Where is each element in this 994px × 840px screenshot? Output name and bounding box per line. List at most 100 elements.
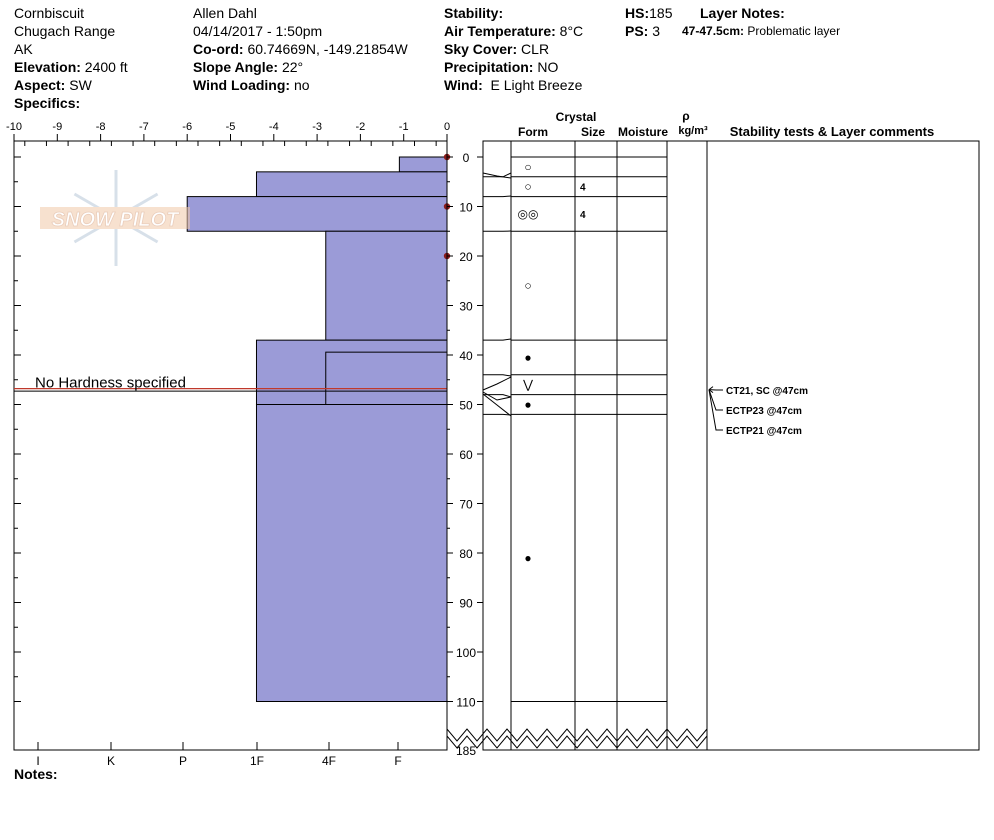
elevation-value: 2400 ft <box>84 59 128 75</box>
location: Cornbiscuit <box>14 5 85 21</box>
crystal-header: Crystal <box>556 110 597 124</box>
hardness-bar-overlay <box>325 351 448 405</box>
aspect-row: Aspect: SW <box>14 76 128 94</box>
layer-connector <box>483 413 512 416</box>
depth-tick-label: 100 <box>456 646 476 660</box>
sky-row: Sky Cover: CLR <box>444 40 583 58</box>
stability-arrow-head <box>708 386 714 394</box>
top-tick-label: -1 <box>399 121 409 133</box>
hs-row: HS:185 <box>625 4 672 22</box>
hardness-bar <box>255 171 448 198</box>
stability-label: Stability: <box>444 5 504 21</box>
density-rho-header: ρ <box>682 109 689 123</box>
air-temp-row: Air Temperature: 8°C <box>444 22 583 40</box>
top-tick-label: -6 <box>182 121 192 133</box>
top-tick-label: 0 <box>444 121 450 133</box>
air-temp-label: Air Temperature: <box>444 23 556 39</box>
specifics-row: Specifics: <box>14 94 128 112</box>
watermark-band <box>40 207 190 229</box>
wind-loading-row: Wind Loading: no <box>193 76 408 94</box>
wind-row: Wind: E Light Breeze <box>444 76 583 94</box>
specifics-label: Specifics: <box>14 95 81 111</box>
top-tick-label: -4 <box>269 121 279 133</box>
top-tick-label: -2 <box>356 121 366 133</box>
header-col-1: Cornbiscuit Chugach Range AK Elevation: … <box>14 4 128 112</box>
top-tick-label: -5 <box>226 121 236 133</box>
depth-tick-label: 60 <box>459 448 473 462</box>
crystal-form-symbol: ○ <box>524 180 531 194</box>
wind-value: E Light Breeze <box>490 77 583 93</box>
crystal-form-symbol: ● <box>524 398 531 412</box>
density-unit-header: kg/m³ <box>678 125 708 137</box>
hardness-bar <box>186 196 448 232</box>
ps-row: PS: 3 <box>625 22 672 40</box>
stability-test-leader <box>708 389 723 411</box>
elevation-row: Elevation: 2400 ft <box>14 58 128 76</box>
hardness-bar <box>398 156 448 173</box>
top-tick-label: -8 <box>96 121 106 133</box>
top-tick-label: -9 <box>52 121 62 133</box>
precip-row: Precipitation: NO <box>444 58 583 76</box>
hardness-bar <box>255 404 448 702</box>
state: AK <box>14 41 33 57</box>
top-tick-label: -3 <box>312 121 322 133</box>
coord-value: 60.74669N, -149.21854W <box>247 41 408 57</box>
ps-value: 3 <box>652 23 661 39</box>
wind-loading-label: Wind Loading: <box>193 77 291 93</box>
layer-note-range: 47-47.5cm: <box>682 24 745 38</box>
hs-value: 185 <box>649 5 673 21</box>
precip-value: NO <box>537 59 559 75</box>
break-zigzag <box>446 727 708 742</box>
header-col-2: Allen Dahl 04/14/2017 - 1:50pm Co-ord: 6… <box>193 4 408 94</box>
coord-row: Co-ord: 60.74669N, -149.21854W <box>193 40 408 58</box>
snow-pilot-watermark: SNOW PILOT <box>40 170 190 266</box>
ps-label: PS: <box>625 23 649 39</box>
depth-tick-label: 30 <box>459 300 473 314</box>
crystal-size: 4 <box>580 183 586 194</box>
wind-loading-value: no <box>293 77 310 93</box>
sky-label: Sky Cover: <box>444 41 518 57</box>
slope-label: Slope Angle: <box>193 59 279 75</box>
layer-notes-label: Layer Notes: <box>700 5 785 21</box>
size-header: Size <box>581 125 605 139</box>
crystal-form-symbol: ◎◎ <box>518 207 539 221</box>
stability-test-label: ECTP21 @47cm <box>726 426 802 437</box>
range: Chugach Range <box>14 23 116 39</box>
stability-test-label: ECTP23 @47cm <box>726 406 802 417</box>
depth-tick-label: 185 <box>456 744 476 758</box>
layer-connector <box>482 376 512 391</box>
stability-row: Stability: <box>444 4 583 22</box>
moisture-header: Moisture <box>618 125 668 139</box>
watermark-text: SNOW PILOT <box>52 209 180 231</box>
observer: Allen Dahl <box>193 5 257 21</box>
no-hardness-text: No Hardness specified <box>35 375 186 392</box>
layer-connector <box>483 338 512 341</box>
hardness-bar <box>325 230 448 341</box>
crystal-size: 4 <box>580 210 586 221</box>
layer-connector <box>483 374 512 377</box>
form-header: Form <box>518 125 548 139</box>
depth-tick-label: 20 <box>459 250 473 264</box>
layer-note: 47-47.5cm: Problematic layer <box>682 24 840 38</box>
depth-tick-label: 90 <box>459 597 473 611</box>
notes-label: Notes: <box>14 766 58 782</box>
elevation-label: Elevation: <box>14 59 81 75</box>
air-temp-value: 8°C <box>559 23 584 39</box>
header-col-4: HS:185 PS: 3 <box>625 4 672 40</box>
crystal-form-symbol: ○ <box>524 279 531 293</box>
hs-label: HS: <box>625 5 650 21</box>
crystal-form-symbol: ● <box>524 350 531 364</box>
depth-tick-label: 40 <box>459 349 473 363</box>
crystal-form-symbol: ⋁ <box>522 378 533 392</box>
bottom-tick-label: 1F <box>250 754 264 768</box>
aspect-label: Aspect: <box>14 77 66 93</box>
layer-notes-title: Layer Notes: <box>700 4 785 22</box>
bottom-tick-label: P <box>179 754 187 768</box>
stability-header: Stability tests & Layer comments <box>730 124 934 139</box>
stability-test-leader <box>708 389 723 431</box>
depth-tick-label: 10 <box>459 201 473 215</box>
precip-label: Precipitation: <box>444 59 534 75</box>
coord-label: Co-ord: <box>193 41 244 57</box>
top-tick-label: -7 <box>139 121 149 133</box>
